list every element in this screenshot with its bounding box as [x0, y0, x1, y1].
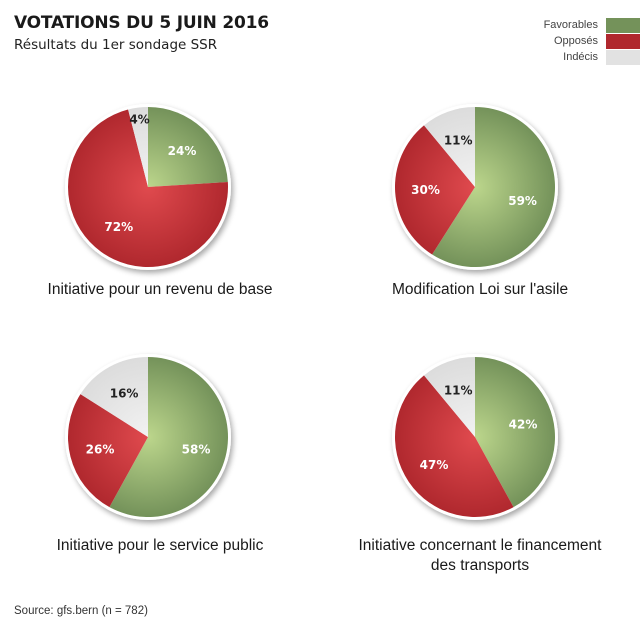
pie-slice-indecis	[424, 107, 475, 187]
pie-slice-indecis	[80, 357, 148, 437]
legend-label: Indécis	[563, 51, 598, 63]
pie-slice-label: 58%	[182, 442, 211, 456]
legend-swatch	[606, 49, 640, 65]
pie-slice-label: 4%	[129, 113, 149, 127]
pie-slice-favorables	[432, 107, 555, 267]
pie-slice-opposes	[395, 125, 475, 255]
pie-title-line: des transports	[430, 557, 530, 574]
pie-title-revenu-de-base: Initiative pour un revenu de base	[47, 281, 273, 298]
pie-slice-label: 11%	[444, 133, 473, 147]
pie-slice-label: 59%	[508, 194, 537, 208]
pie-slice-favorables	[148, 107, 228, 187]
pie-slice-label: 42%	[509, 418, 538, 432]
legend-item-opposes: Opposés	[544, 33, 640, 49]
source-note: Source: gfs.bern (n = 782)	[14, 605, 148, 617]
pie-slice-opposes	[68, 109, 228, 268]
pie-slice-label: 24%	[168, 144, 197, 158]
pie-slice-label: 16%	[110, 387, 139, 401]
pie-financement-transports: 42% 47% 11%	[392, 354, 558, 520]
pie-slice-label: 47%	[420, 458, 449, 472]
legend-swatch	[606, 17, 640, 33]
legend-item-indecis: Indécis	[544, 49, 640, 65]
pie-slice-label: 72%	[104, 220, 133, 234]
pie-title-financement-transports: Initiative concernant le financement des…	[320, 536, 640, 576]
legend-swatch	[606, 33, 640, 49]
legend-label: Favorables	[543, 19, 598, 31]
pie-title-service-public: Initiative pour le service public	[56, 537, 264, 554]
chart-title: VOTATIONS DU 5 JUIN 2016	[14, 13, 269, 33]
chart-subtitle: Résultats du 1er sondage SSR	[14, 37, 218, 53]
pie-slice-indecis	[424, 357, 475, 437]
pie-slice-label: 26%	[86, 442, 115, 456]
legend: Favorables Opposés Indécis	[544, 17, 640, 65]
pie-title-loi-asile: Modification Loi sur l'asile	[391, 281, 569, 298]
pie-title-line: Initiative concernant le financement	[358, 537, 602, 554]
pie-revenu-de-base: 24% 72% 4%	[65, 104, 231, 270]
pie-slice-label: 11%	[444, 383, 473, 397]
pie-slice-opposes	[395, 375, 514, 517]
pie-slice-label: 30%	[411, 183, 440, 197]
pie-slice-indecis	[128, 107, 148, 187]
pie-slice-opposes	[68, 394, 148, 508]
pie-service-public: 58% 26% 16%	[65, 354, 231, 520]
pie-slice-favorables	[475, 357, 555, 508]
pie-slice-favorables	[109, 356, 229, 517]
legend-item-favorables: Favorables	[544, 17, 640, 33]
pie-loi-asile: 59% 30% 11%	[392, 104, 558, 270]
legend-label: Opposés	[553, 35, 598, 47]
